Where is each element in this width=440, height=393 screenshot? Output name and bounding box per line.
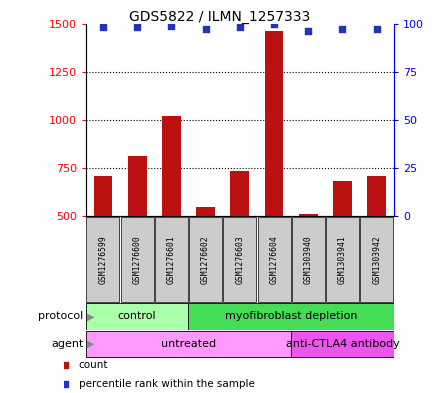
Bar (333, 182, 352, 216)
Text: GSM1276604: GSM1276604 (270, 235, 279, 284)
Text: GSM1303942: GSM1303942 (372, 235, 381, 284)
Text: agent: agent (51, 339, 84, 349)
Text: count: count (79, 360, 108, 370)
Text: GDS5822 / ILMN_1257333: GDS5822 / ILMN_1257333 (129, 10, 311, 24)
Text: anti-CTLA4 antibody: anti-CTLA4 antibody (286, 339, 400, 349)
Bar (155, 217, 188, 302)
Text: control: control (118, 311, 157, 321)
Point (99, 24, 106, 31)
Point (373, 26, 380, 33)
Text: GSM1303941: GSM1303941 (338, 235, 347, 284)
Text: ▶: ▶ (87, 339, 94, 349)
Bar (188, 303, 394, 330)
Text: GSM1276601: GSM1276601 (167, 235, 176, 284)
Text: GSM1276603: GSM1276603 (235, 235, 244, 284)
Point (271, 20, 278, 27)
Bar (264, 31, 283, 216)
Bar (299, 214, 318, 216)
Bar (196, 208, 215, 216)
Bar (257, 217, 290, 302)
Text: GSM1276600: GSM1276600 (132, 235, 142, 284)
Bar (367, 176, 386, 216)
Bar (224, 217, 256, 302)
Text: GSM1303940: GSM1303940 (304, 235, 313, 284)
Bar (86, 217, 119, 302)
Text: GSM1276602: GSM1276602 (201, 235, 210, 284)
Text: untreated: untreated (161, 339, 216, 349)
Point (305, 28, 312, 35)
Bar (231, 171, 249, 216)
Point (168, 22, 175, 29)
Bar (86, 331, 291, 357)
Text: GSM1276599: GSM1276599 (99, 235, 107, 284)
Bar (128, 156, 147, 216)
Bar (360, 217, 393, 302)
Bar (326, 217, 359, 302)
Text: ▶: ▶ (87, 311, 94, 321)
Bar (291, 331, 394, 357)
Text: myofibroblast depletion: myofibroblast depletion (225, 311, 357, 321)
Point (202, 26, 209, 33)
Bar (162, 116, 181, 216)
Point (339, 26, 346, 33)
Text: protocol: protocol (38, 311, 84, 321)
Bar (86, 303, 188, 330)
Bar (121, 217, 154, 302)
Bar (292, 217, 325, 302)
Bar (189, 217, 222, 302)
Text: percentile rank within the sample: percentile rank within the sample (79, 379, 254, 389)
Bar (94, 176, 112, 216)
Point (134, 24, 141, 31)
Point (236, 24, 243, 31)
